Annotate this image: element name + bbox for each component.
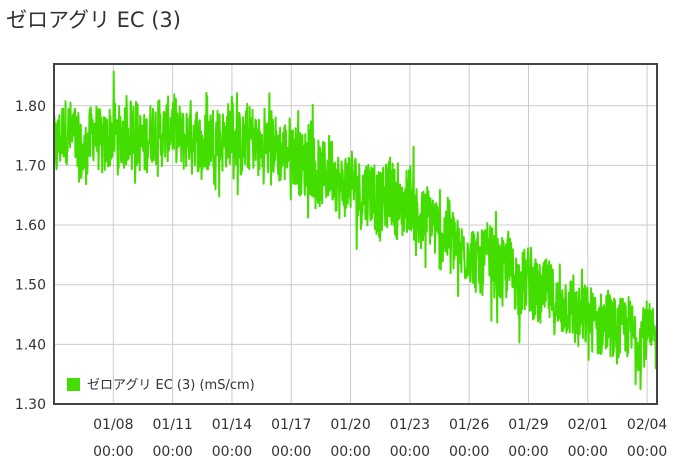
x-tick-date: 02/04 bbox=[627, 417, 667, 433]
x-tick-time: 00:00 bbox=[212, 444, 252, 460]
x-tick-time: 00:00 bbox=[390, 444, 430, 460]
y-tick-label: 1.80 bbox=[15, 99, 46, 115]
chart-series bbox=[53, 70, 658, 391]
y-tick-label: 1.30 bbox=[15, 397, 46, 413]
x-tick-time: 00:00 bbox=[93, 444, 133, 460]
x-tick-date: 01/20 bbox=[330, 417, 370, 433]
x-tick-time: 00:00 bbox=[568, 444, 608, 460]
y-axis: 1.30 1.40 1.50 1.60 1.70 1.80 bbox=[15, 99, 46, 413]
x-tick-label: 01/20 00:00 bbox=[330, 417, 370, 460]
x-tick-label: 02/04 00:00 bbox=[627, 417, 667, 460]
y-tick-label: 1.40 bbox=[15, 337, 46, 353]
x-tick-time: 00:00 bbox=[271, 444, 311, 460]
x-tick-time: 00:00 bbox=[508, 444, 548, 460]
x-tick-time: 00:00 bbox=[627, 444, 667, 460]
y-tick-label: 1.60 bbox=[15, 218, 46, 234]
x-tick-date: 01/23 bbox=[390, 417, 430, 433]
series-line-ec bbox=[53, 70, 658, 391]
legend-swatch bbox=[67, 378, 80, 391]
x-tick-label: 01/23 00:00 bbox=[390, 417, 430, 460]
x-tick-date: 01/17 bbox=[271, 417, 311, 433]
legend: ゼロアグリ EC (3) (mS/cm) bbox=[67, 378, 255, 393]
x-tick-time: 00:00 bbox=[449, 444, 489, 460]
y-tick-label: 1.70 bbox=[15, 158, 46, 174]
x-tick-date: 01/08 bbox=[93, 417, 133, 433]
x-tick-label: 01/14 00:00 bbox=[212, 417, 252, 460]
x-tick-date: 01/11 bbox=[152, 417, 192, 433]
x-tick-label: 01/17 00:00 bbox=[271, 417, 311, 460]
x-tick-date: 01/26 bbox=[449, 417, 489, 433]
x-tick-time: 00:00 bbox=[330, 444, 370, 460]
plot-frame bbox=[53, 63, 658, 405]
legend-label: ゼロアグリ EC (3) (mS/cm) bbox=[87, 378, 255, 393]
x-tick-label: 02/01 00:00 bbox=[568, 417, 608, 460]
x-tick-date: 01/29 bbox=[508, 417, 548, 433]
x-tick-time: 00:00 bbox=[152, 444, 192, 460]
x-tick-date: 01/14 bbox=[212, 417, 252, 433]
x-tick-date: 02/01 bbox=[568, 417, 608, 433]
x-tick-label: 01/26 00:00 bbox=[449, 417, 489, 460]
x-axis: 01/08 00:00 01/11 00:00 01/14 00:00 01/17 00:00… bbox=[93, 417, 667, 460]
y-tick-label: 1.50 bbox=[15, 278, 46, 294]
page-title: ゼロアグリ EC (3) bbox=[6, 8, 181, 32]
x-tick-label: 01/08 00:00 bbox=[93, 417, 133, 460]
x-tick-label: 01/11 00:00 bbox=[152, 417, 192, 460]
x-tick-label: 01/29 00:00 bbox=[508, 417, 548, 460]
